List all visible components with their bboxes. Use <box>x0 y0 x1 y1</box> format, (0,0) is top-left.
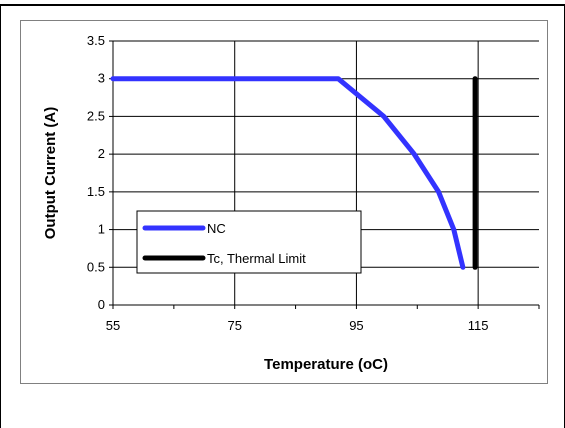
page-frame-left <box>0 4 1 428</box>
y-tick-label: 0 <box>98 297 105 312</box>
legend-box <box>136 210 362 274</box>
page-frame-top <box>0 4 565 6</box>
legend-label-thermal-limit: Tc, Thermal Limit <box>207 251 306 266</box>
x-tick-label: 95 <box>349 318 363 333</box>
x-tick-label: 115 <box>468 318 489 333</box>
y-tick-label: 2 <box>98 146 105 161</box>
legend-label-nc: NC <box>207 221 226 236</box>
x-axis-title: Temperature (oC) <box>264 356 388 373</box>
y-tick-label: 1 <box>98 222 105 237</box>
y-tick-label: 3 <box>98 71 105 86</box>
chart-area: 55 75 95 115 0 0.5 1 1.5 2 2.5 3 3.5 Temperature (… <box>20 20 548 384</box>
y-tick-label: 0.5 <box>87 259 105 274</box>
y-tick-label: 1.5 <box>87 184 105 199</box>
y-tick-labels: 0 0.5 1 1.5 2 2.5 3 3.5 <box>87 33 105 312</box>
x-tick-label: 55 <box>106 318 120 333</box>
y-axis-title: Output Current (A) <box>42 107 59 239</box>
axes <box>109 40 540 309</box>
series-line-nc <box>110 76 466 270</box>
output-current-chart: 55 75 95 115 0 0.5 1 1.5 2 2.5 3 3.5 Temperature (… <box>42 33 540 373</box>
x-tick-labels: 55 75 95 115 <box>106 318 489 333</box>
y-tick-label: 2.5 <box>87 108 105 123</box>
x-tick-label: 75 <box>227 318 241 333</box>
data-series <box>110 76 478 270</box>
legend: NC Tc, Thermal Limit <box>136 210 362 274</box>
y-tick-label: 3.5 <box>87 33 105 48</box>
